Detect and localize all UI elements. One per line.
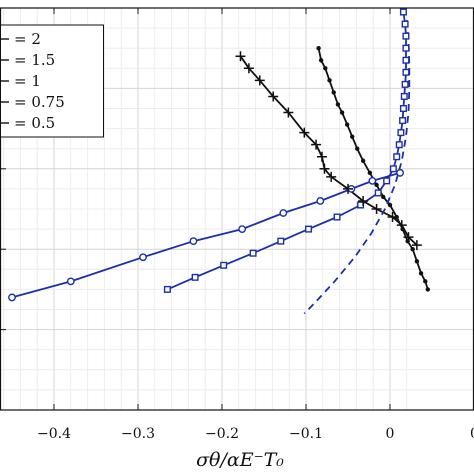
data-point [405, 238, 410, 244]
x-tick-label: 0 [470, 426, 474, 442]
data-point [411, 240, 422, 251]
data-point [401, 20, 409, 28]
x-tick-label: −0.2 [205, 426, 239, 442]
data-point [311, 139, 322, 150]
data-point [395, 141, 403, 149]
data-point [358, 195, 369, 206]
data-point [331, 90, 336, 95]
data-point [163, 285, 171, 293]
x-tick-label: −0.1 [289, 426, 323, 442]
data-point [374, 182, 379, 188]
data-point [396, 168, 404, 177]
data-point [371, 204, 382, 214]
data-point [423, 279, 428, 284]
data-point [339, 110, 345, 115]
series-line-4 [303, 20, 411, 315]
x-tick-label: 0 [386, 426, 395, 442]
data-point [374, 189, 382, 197]
data-point [319, 163, 330, 174]
data-point [355, 146, 360, 151]
data-point [318, 58, 324, 63]
data-point [277, 237, 285, 245]
data-point [268, 91, 279, 102]
data-point [299, 127, 310, 138]
legend-entry: = 1 [14, 72, 41, 90]
legend: = 2 = 1.5 = 1 = 0.75 = 0.5 [0, 24, 104, 138]
data-point [393, 153, 401, 161]
data-point [368, 176, 377, 185]
data-point [66, 277, 75, 286]
x-tick-label: −0.4 [37, 426, 71, 442]
data-point [344, 122, 350, 127]
data-point [394, 214, 399, 220]
data-point [401, 80, 409, 88]
data-point [238, 225, 247, 234]
data-point [397, 129, 405, 137]
data-point [316, 197, 325, 205]
data-point [343, 183, 353, 194]
legend-entry: = 0.5 [14, 114, 55, 132]
data-point [333, 213, 341, 221]
legend-entry: = 2 [14, 30, 41, 48]
data-point [220, 261, 228, 269]
data-point [243, 63, 254, 74]
data-point [414, 259, 420, 264]
x-tick-label: −0.3 [121, 426, 155, 442]
data-point [191, 273, 199, 281]
data-point [316, 151, 327, 162]
data-point [402, 32, 410, 40]
data-point [399, 8, 407, 16]
data-point [400, 92, 408, 100]
data-point [425, 287, 430, 292]
data-point [402, 44, 410, 52]
series-line-1 [11, 171, 401, 299]
x-axis-label: σθ/αE⁻T₀ [196, 449, 284, 471]
data-point [327, 78, 332, 83]
data-point [418, 271, 424, 276]
data-point [8, 293, 16, 302]
data-point [381, 194, 386, 200]
data-point [367, 170, 373, 176]
x-axis-ticks: −0.4 −0.3 −0.2 −0.1 0 0 [0, 8, 474, 442]
data-point [235, 51, 246, 62]
data-point [254, 75, 265, 86]
legend-entry: = 1.5 [14, 51, 55, 69]
marker-layer [8, 8, 430, 302]
data-point [189, 237, 198, 246]
data-point [410, 247, 415, 252]
data-point [402, 68, 410, 76]
data-point [305, 225, 313, 233]
data-point [316, 46, 321, 51]
data-point [387, 202, 393, 208]
data-point [350, 134, 355, 139]
data-point [139, 253, 147, 262]
legend-box [0, 24, 104, 138]
data-point [400, 226, 405, 232]
data-point [279, 209, 288, 217]
data-point [326, 171, 337, 182]
data-point [399, 104, 407, 112]
data-point [389, 165, 397, 173]
data-point [402, 56, 410, 64]
data-point [399, 117, 407, 125]
data-point [335, 102, 341, 107]
data-point [283, 107, 294, 118]
data-point [360, 158, 366, 163]
data-point [323, 66, 328, 71]
data-point [249, 249, 257, 257]
legend-entry: = 0.75 [14, 93, 65, 111]
data-point [383, 177, 391, 185]
